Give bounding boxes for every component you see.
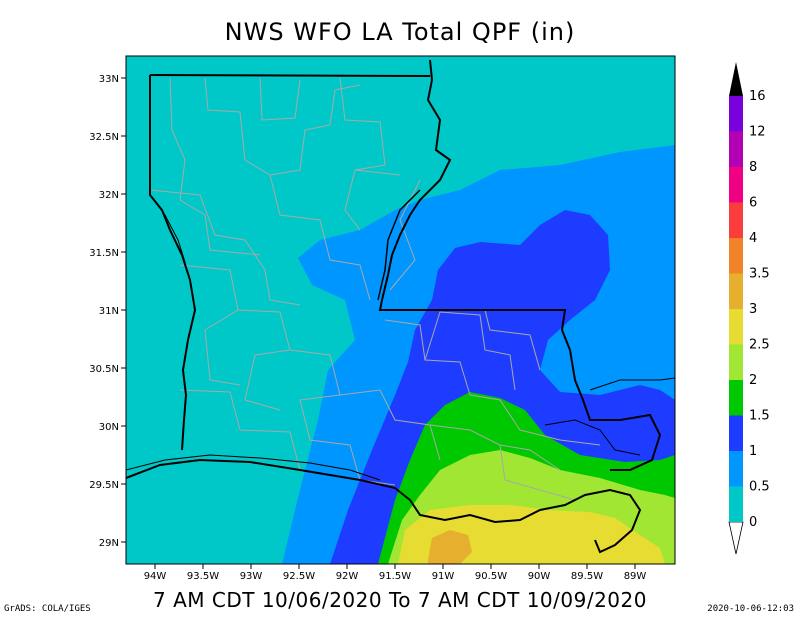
colorbar-over-arrow xyxy=(729,62,743,96)
valid-period: 7 AM CDT 10/06/2020 To 7 AM CDT 10/09/20… xyxy=(153,588,647,612)
lon-label: 93W xyxy=(240,571,263,582)
colorbar-label: 8 xyxy=(749,160,757,175)
generated-timestamp: 2020-10-06-12:03 xyxy=(707,604,794,614)
colorbar-swatch xyxy=(729,96,743,132)
colorbar-swatch xyxy=(729,238,743,274)
county-lines xyxy=(149,77,601,501)
colorbar-swatch xyxy=(729,202,743,238)
colorbar-label: 3.5 xyxy=(749,267,770,282)
lat-labels: 33N 32.5N 32N 31.5N 31N 30.5N 30N 29.5N … xyxy=(89,74,119,549)
map-title: NWS WFO LA Total QPF (in) xyxy=(224,18,576,46)
colorbar-label: 0 xyxy=(749,515,757,530)
lat-label: 29N xyxy=(99,538,119,549)
lon-label: 92W xyxy=(336,571,359,582)
state-boundaries xyxy=(126,59,675,554)
lat-label: 32N xyxy=(99,190,119,201)
lon-label: 91.5W xyxy=(379,571,411,582)
colorbar-swatch xyxy=(729,380,743,416)
colorbar-swatch xyxy=(729,415,743,451)
lon-label: 91W xyxy=(432,571,455,582)
colorbar-swatch xyxy=(729,167,743,203)
lat-label: 33N xyxy=(99,74,119,85)
colorbar-legend: 0 0.5 1 1.5 2 2.5 3 3.5 4 6 8 12 16 xyxy=(728,62,770,555)
colorbar-under-arrow xyxy=(728,521,744,555)
lat-label: 31.5N xyxy=(89,248,119,259)
lon-label: 90.5W xyxy=(475,571,507,582)
lon-label: 92.5W xyxy=(283,571,315,582)
lon-label: 89.5W xyxy=(571,571,603,582)
lon-label: 90W xyxy=(528,571,551,582)
colorbar-label: 12 xyxy=(749,125,766,140)
grads-credit: GrADS: COLA/IGES xyxy=(4,604,91,614)
colorbar-label: 6 xyxy=(749,196,757,211)
qpf-3-35-region xyxy=(428,530,472,564)
colorbar-swatch xyxy=(729,273,743,309)
colorbar-label: 4 xyxy=(749,231,757,246)
axis-ticks xyxy=(121,77,636,569)
colorbar-swatch xyxy=(729,309,743,345)
colorbar-label: 1.5 xyxy=(749,409,770,424)
colorbar-swatch xyxy=(729,451,743,487)
lat-label: 31N xyxy=(99,306,119,317)
colorbar-label: 2.5 xyxy=(749,338,770,353)
lon-label: 94W xyxy=(144,571,167,582)
colorbar-label: 16 xyxy=(749,89,766,104)
colorbar-label: 1 xyxy=(749,444,757,459)
colorbar-label: 2 xyxy=(749,373,757,388)
lon-labels: 94W 93.5W 93W 92.5W 92W 91.5W 91W 90.5W … xyxy=(144,571,647,582)
lon-label: 93.5W xyxy=(187,571,219,582)
colorbar-swatch xyxy=(729,344,743,380)
lat-label: 30N xyxy=(99,422,119,433)
lat-label: 30.5N xyxy=(89,364,119,375)
colorbar-label: 0.5 xyxy=(749,480,770,495)
lat-label: 32.5N xyxy=(89,132,119,143)
lon-label: 89W xyxy=(624,571,647,582)
lat-label: 29.5N xyxy=(89,480,119,491)
colorbar-swatch xyxy=(729,486,743,522)
colorbar-swatch xyxy=(729,131,743,167)
colorbar-label: 3 xyxy=(749,302,757,317)
